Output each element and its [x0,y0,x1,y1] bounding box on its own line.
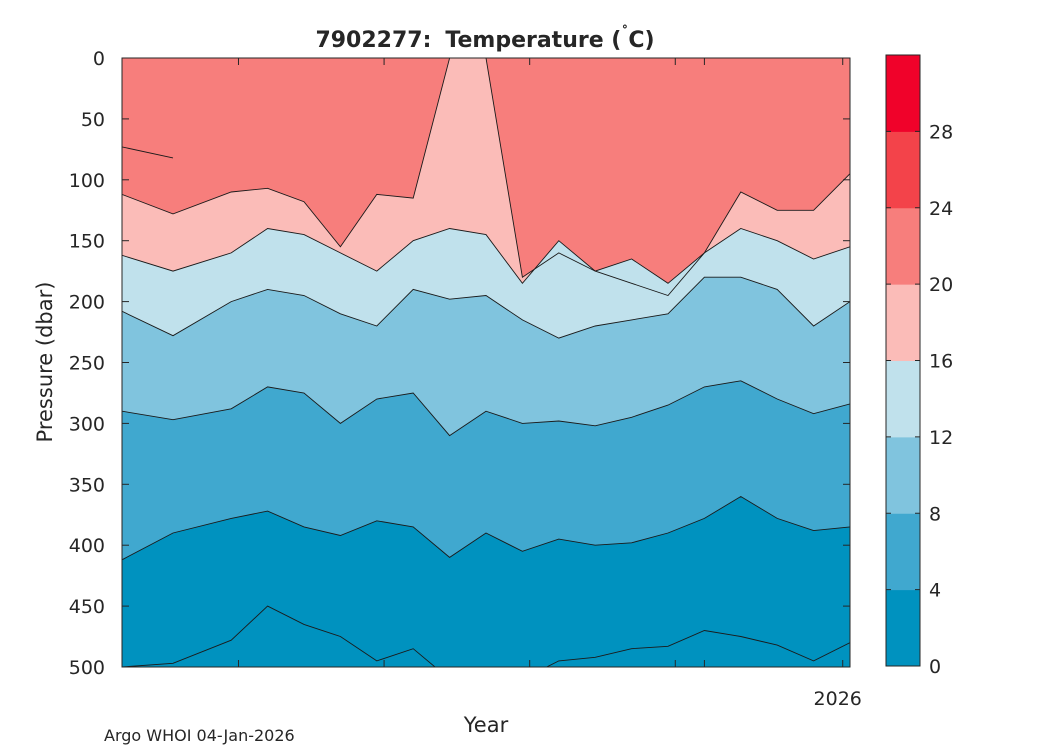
isotherm-20c [122,58,850,297]
chart-title-variable: Temperature ( [445,28,621,53]
colorbar: 0 4 8 12 16 20 24 28 [886,55,953,678]
isotherm-8c [122,380,850,437]
colorbar-segment [886,207,920,285]
chart-title-id: 7902277: [315,28,431,53]
y-tick-label: 150 [69,231,105,253]
y-tick-label: 350 [69,474,105,496]
y-axis: 0 50 100 150 200 250 300 350 400 450 500 [69,48,850,679]
isotherm-0c [122,605,850,667]
y-tick-label: 200 [69,292,105,314]
isotherm-12c [122,276,850,339]
y-tick-label: 500 [69,657,105,679]
colorbar-tick-label: 24 [929,198,953,220]
chart-title-degree: ˚ [621,24,628,41]
y-tick-label: 400 [69,535,105,557]
colorbar-tick-label: 0 [929,656,941,678]
y-axis-label: Pressure (dbar) [33,282,57,443]
colorbar-tick-label: 20 [929,274,953,296]
y-tick-label: 250 [69,353,105,375]
isotherm-16c [122,228,850,285]
band-below-0c [122,606,850,667]
y-tick-label: 300 [69,413,105,435]
colorbar-tick-label: 28 [929,121,953,143]
colorbar-segment [886,589,920,667]
colorbar-frame [885,54,921,667]
colorbar-tick-label: 8 [929,503,941,525]
contour-plot-area [122,58,850,667]
colorbar-segment [886,360,920,438]
colorbar-segment [886,436,920,514]
colorbar-segment [886,513,920,591]
colorbar-tick-label: 4 [929,580,941,602]
colorbar-segment [886,131,920,209]
colorbar-segment [886,55,920,132]
chart-title-unit: C) [628,28,654,53]
footer-credit: Argo WHOI 04-Jan-2026 [104,726,295,745]
x-axis: 2026 [237,58,862,710]
x-axis-label: Year [463,713,509,737]
y-tick-label: 50 [81,109,105,131]
isotherm-24c [122,146,174,159]
y-tick-label: 100 [69,170,105,192]
y-tick-label: 450 [69,596,105,618]
isotherm-4c [122,495,850,561]
colorbar-tick-label: 16 [929,351,953,373]
chart-title: 7902277: Temperature (˚C) [315,24,654,53]
x-tick-label: 2026 [814,688,862,710]
colorbar-segment [886,284,920,362]
colorbar-tick-label: 12 [929,427,953,449]
y-tick-label: 0 [93,48,105,70]
